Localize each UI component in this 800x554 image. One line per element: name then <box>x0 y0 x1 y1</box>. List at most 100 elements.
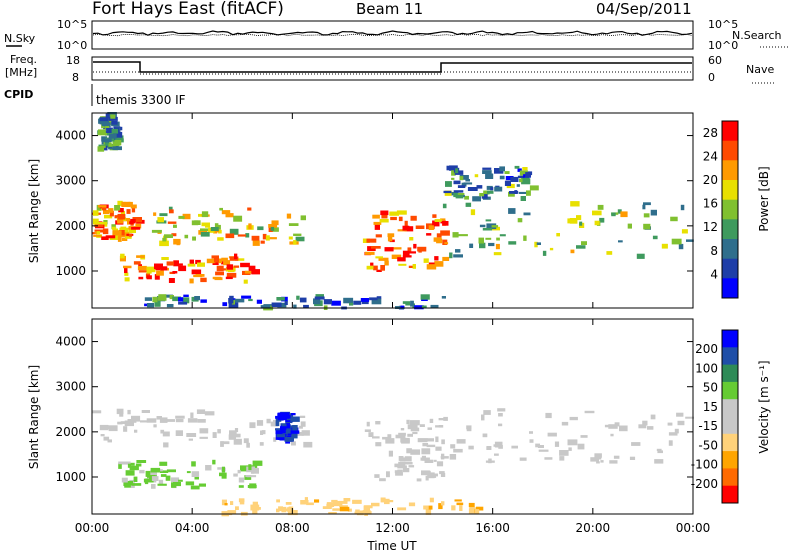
data-cell <box>516 184 520 187</box>
data-cell <box>150 467 161 473</box>
data-cell <box>486 185 493 190</box>
data-cell <box>396 210 407 215</box>
data-cell <box>476 506 484 511</box>
data-cell <box>178 265 187 272</box>
data-cell <box>112 144 116 148</box>
data-cell <box>652 235 658 240</box>
data-cell <box>119 411 124 417</box>
data-cell <box>488 242 495 247</box>
data-cell <box>108 143 112 147</box>
data-cell <box>206 258 216 264</box>
data-cell <box>678 243 684 250</box>
data-cell <box>97 133 107 136</box>
colorbar-tick-label: 50 <box>703 381 718 395</box>
data-cell <box>200 228 209 232</box>
data-cell <box>322 506 332 509</box>
data-cell <box>152 296 158 303</box>
data-cell <box>221 466 225 473</box>
data-cell <box>229 295 234 300</box>
data-cell <box>404 220 408 227</box>
data-cell <box>139 469 145 474</box>
data-cell <box>485 219 492 222</box>
data-cell <box>668 440 673 446</box>
data-cell <box>426 233 432 236</box>
data-cell <box>400 428 405 431</box>
data-cell <box>567 218 572 224</box>
data-cell <box>499 234 506 237</box>
data-cell <box>474 174 479 178</box>
data-cell <box>271 302 282 307</box>
data-cell <box>608 424 618 429</box>
data-cell <box>613 455 620 459</box>
data-cell <box>169 295 174 300</box>
data-cell <box>569 218 578 224</box>
colorbar-segment <box>722 330 738 348</box>
data-cell <box>442 203 447 209</box>
data-cell <box>418 250 422 253</box>
data-cell <box>440 220 446 224</box>
data-cell <box>417 246 427 252</box>
data-cell <box>373 221 382 225</box>
data-cell <box>514 165 520 169</box>
colorbar-tick-label: 15 <box>703 400 718 414</box>
data-cell <box>620 211 628 218</box>
data-cell <box>178 301 188 305</box>
data-cell <box>127 409 131 415</box>
data-cell <box>631 442 641 446</box>
data-cell <box>160 470 169 473</box>
colorbar-segment <box>722 381 738 400</box>
data-cell <box>303 441 313 448</box>
data-cell <box>212 459 216 465</box>
data-cell <box>441 501 445 506</box>
data-cell <box>168 206 173 211</box>
data-cell <box>220 441 230 445</box>
data-cell <box>123 480 133 486</box>
data-cell <box>124 272 129 276</box>
data-cell <box>224 503 228 506</box>
data-cell <box>156 416 162 420</box>
data-cell <box>390 216 397 221</box>
data-cell <box>159 417 168 423</box>
data-cell <box>195 274 205 277</box>
data-cell <box>379 218 389 223</box>
data-cell <box>297 432 304 436</box>
data-cell <box>295 236 305 242</box>
data-cell <box>238 477 245 483</box>
data-cell <box>102 228 109 235</box>
data-cell <box>99 424 109 431</box>
data-cell <box>120 253 125 259</box>
data-cell <box>559 450 569 456</box>
data-cell <box>554 441 560 447</box>
data-cell <box>265 235 270 241</box>
data-cell <box>519 170 528 176</box>
data-cell <box>112 146 122 151</box>
data-cell <box>313 298 321 305</box>
data-cell <box>416 478 422 482</box>
data-cell <box>211 255 219 259</box>
data-cell <box>123 426 128 432</box>
data-cell <box>166 304 174 308</box>
data-cell <box>93 234 102 237</box>
data-cell <box>426 264 437 270</box>
colorbar-tick-label: -200 <box>691 477 718 491</box>
data-cell <box>105 113 110 119</box>
colorbar-segment <box>722 140 738 161</box>
data-cell <box>171 482 177 488</box>
data-cell <box>166 261 174 266</box>
data-cell <box>164 234 173 238</box>
data-cell <box>284 300 288 305</box>
data-cell <box>248 267 253 271</box>
data-cell <box>108 133 117 139</box>
data-cell <box>547 432 557 437</box>
frequency-panel: Freq. [MHz] 18 8 60 0 Nave <box>5 53 774 84</box>
data-cell <box>380 265 385 271</box>
data-cell <box>120 421 128 424</box>
data-cell <box>570 201 580 207</box>
x-tick-label: 12:00 <box>375 521 410 535</box>
data-cell <box>402 225 410 231</box>
data-cell <box>398 461 406 468</box>
data-cell <box>252 509 258 514</box>
data-cell <box>160 474 167 477</box>
data-cell <box>594 453 602 458</box>
